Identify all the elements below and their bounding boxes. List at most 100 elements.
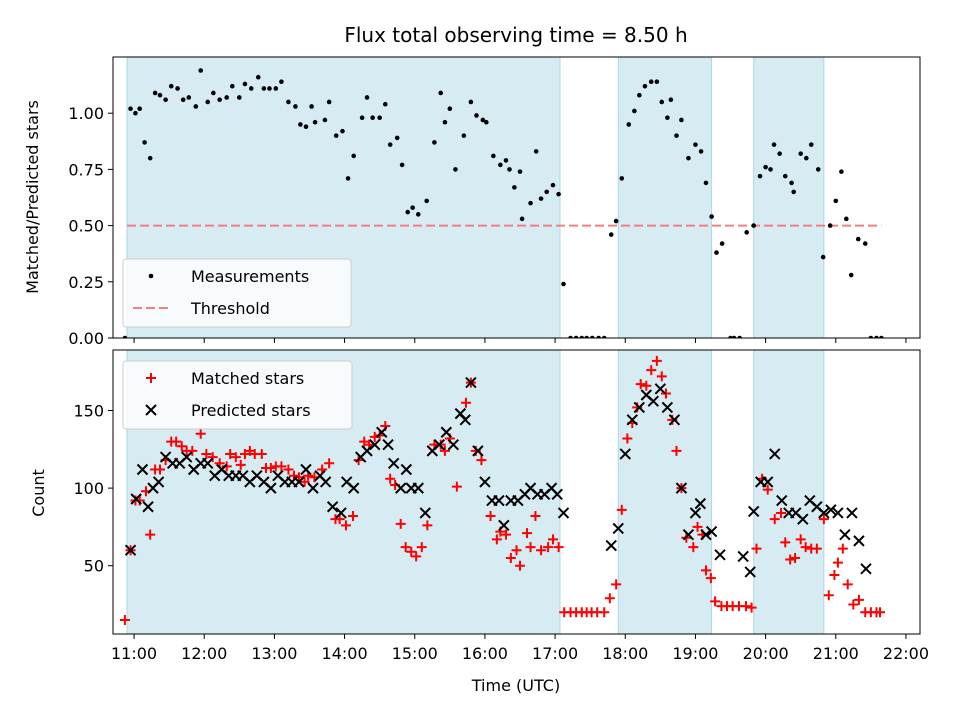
measurement-point (491, 153, 496, 159)
predicted-point (433, 438, 446, 451)
predicted-point (557, 507, 570, 519)
matched-point (422, 520, 433, 531)
predicted-point (419, 507, 431, 519)
series-group (122, 68, 884, 338)
measurement-point (804, 155, 809, 161)
matched-point (451, 481, 462, 492)
measurement-point (601, 335, 607, 338)
predicted-point (818, 507, 830, 519)
predicted-point (619, 448, 631, 460)
measurement-point (808, 142, 814, 147)
plot-frame (112, 349, 921, 635)
matched-point (547, 534, 558, 545)
matched-point (299, 476, 310, 487)
measurement-point (827, 223, 833, 228)
measurement-point (175, 86, 180, 91)
predicted-point (694, 497, 707, 510)
measurement-point (584, 335, 589, 338)
matched-point (283, 464, 294, 475)
predicted-point (769, 448, 781, 460)
measurement-point (589, 335, 595, 338)
matched-point (848, 599, 859, 610)
predicted-point (412, 482, 424, 494)
matched-point (751, 543, 762, 554)
predicted-point (369, 438, 381, 451)
top-legend: Measurements Threshold (122, 258, 352, 328)
measurement-point (432, 140, 437, 145)
measurement-point (731, 335, 737, 338)
predicted-point (361, 445, 373, 457)
bottom-y-axis-label: Count (29, 469, 48, 517)
y-tick-label: 0.75 (68, 160, 104, 179)
predicted-point (136, 463, 149, 476)
predicted-point (395, 482, 407, 494)
predicted-point (825, 504, 837, 516)
predicted-point (762, 476, 774, 488)
measurement-point (405, 209, 411, 215)
matched-point (837, 543, 848, 554)
predicted-point (326, 501, 339, 513)
measurement-point (224, 95, 229, 100)
measurement-point (674, 133, 679, 138)
y-tick-label: 0.00 (68, 329, 104, 348)
matched-point (641, 380, 652, 391)
measurement-point (498, 162, 503, 168)
matched-point (225, 448, 236, 459)
measurement-point (186, 95, 192, 100)
measurement-point (782, 173, 788, 179)
matched-point (265, 462, 276, 473)
measurement-point (751, 223, 756, 228)
measurement-point (242, 81, 248, 87)
matched-point (235, 459, 246, 470)
predicted-point (465, 376, 477, 389)
measurement-point (415, 212, 421, 217)
measurement-point (798, 151, 804, 156)
measurement-point (359, 115, 365, 120)
matched-point (746, 602, 757, 613)
measurement-point (791, 189, 796, 195)
matched-point (476, 455, 487, 466)
measurement-point (659, 99, 665, 105)
predicted-point (654, 383, 667, 395)
matched-point (651, 355, 662, 366)
matched-point (823, 590, 834, 601)
measurement-point (303, 124, 309, 129)
measurement-point (137, 106, 142, 112)
predicted-point (400, 463, 413, 476)
predicted-point (265, 482, 277, 494)
measurement-point (815, 167, 821, 172)
predicted-point (633, 401, 646, 414)
matched-point (340, 520, 351, 531)
measurement-point (862, 241, 868, 246)
measurement-point (642, 83, 648, 89)
matched-point (875, 607, 886, 618)
measurement-point (340, 128, 345, 134)
matched-point (221, 461, 232, 472)
measurement-point (217, 97, 222, 103)
measurement-point (345, 176, 351, 181)
measurement-point (322, 117, 328, 123)
measurement-point (133, 110, 138, 116)
predicted-point (142, 501, 154, 513)
measurement-point (442, 119, 448, 125)
measurement-point (122, 335, 128, 338)
measurement-point (152, 90, 158, 96)
measurement-point (709, 214, 714, 219)
matched-point (334, 514, 345, 525)
matched-point (505, 552, 516, 563)
matched-point (785, 554, 796, 565)
measurement-point (668, 97, 674, 103)
x-tick-label: 19:00 (672, 644, 718, 663)
predicted-point (839, 528, 851, 541)
measurement-point (654, 79, 660, 85)
measurement-point (517, 169, 523, 174)
legend-measurement-marker (148, 273, 154, 279)
predicted-point (675, 482, 688, 494)
measurement-point (474, 113, 479, 118)
measurement-point (461, 133, 467, 138)
x-tick-label: 17:00 (532, 644, 578, 663)
matched-point (195, 428, 206, 439)
matched-point (762, 484, 773, 495)
predicted-point (668, 414, 681, 426)
